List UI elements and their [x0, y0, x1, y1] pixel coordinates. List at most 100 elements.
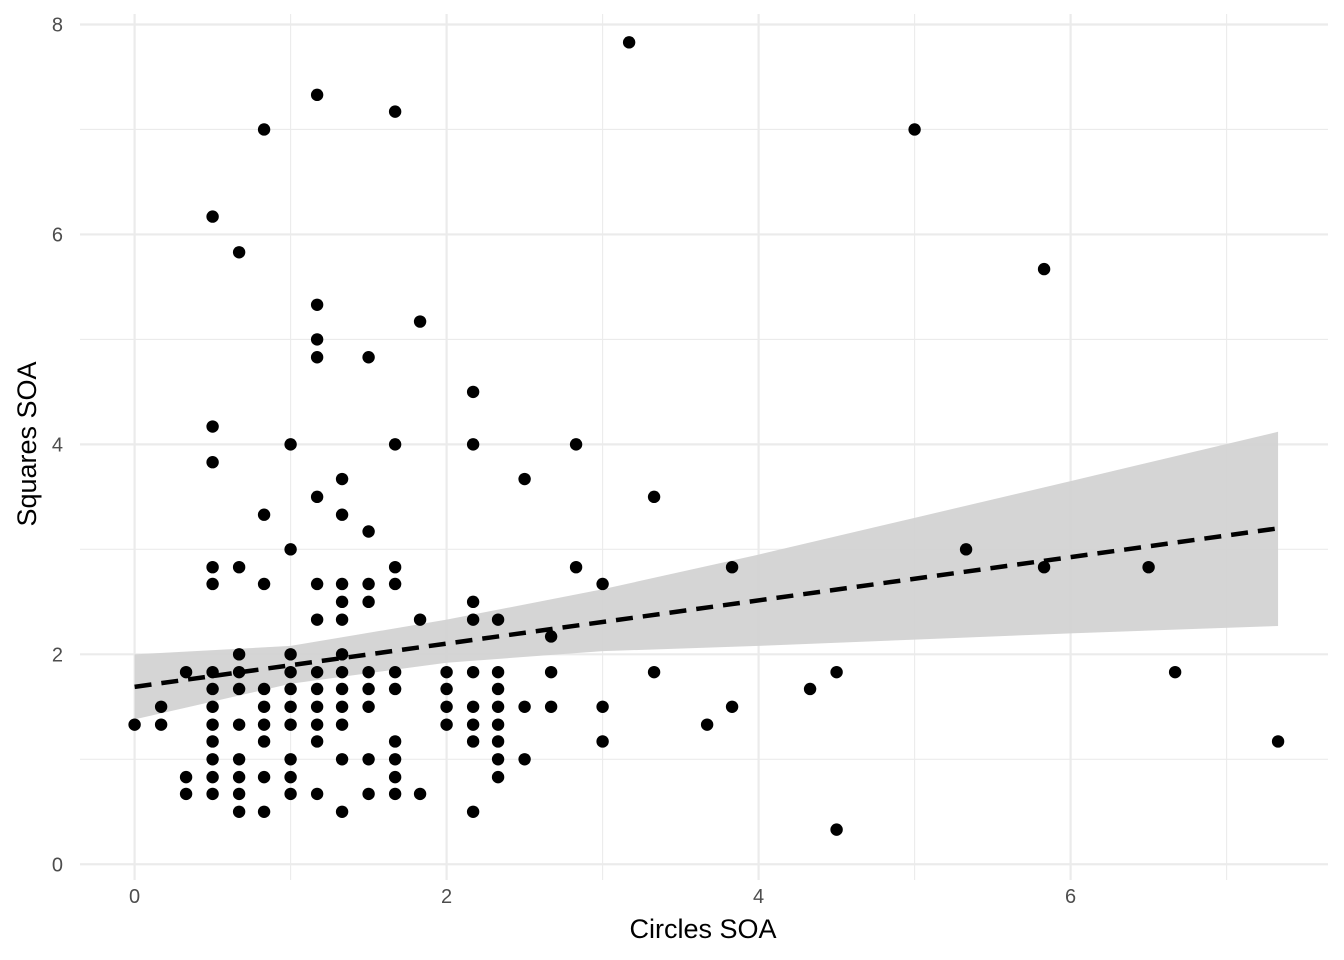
tick-labels: 0 2 4 6 0 2 4 6 8	[52, 14, 1076, 908]
data-point	[335, 595, 349, 609]
data-point	[257, 700, 271, 713]
y-tick-label: 2	[52, 644, 63, 666]
data-point	[413, 315, 427, 328]
data-point	[362, 577, 375, 591]
data-point	[284, 700, 297, 713]
data-point	[206, 735, 219, 748]
x-tick-label: 6	[1065, 886, 1076, 908]
data-point	[206, 577, 219, 591]
data-point	[232, 805, 246, 818]
x-tick-label: 0	[129, 886, 140, 908]
data-point	[335, 472, 349, 486]
data-point	[388, 665, 402, 679]
data-point	[466, 595, 480, 609]
data-point	[232, 753, 246, 766]
data-point	[232, 665, 246, 679]
data-point	[335, 700, 349, 713]
data-point	[206, 770, 219, 784]
confidence-band-area	[134, 431, 1279, 720]
data-point	[830, 823, 843, 836]
data-point	[232, 770, 246, 784]
data-point	[310, 682, 324, 696]
data-point	[362, 787, 375, 801]
data-point	[284, 718, 297, 731]
data-point	[206, 718, 219, 731]
data-point	[335, 718, 349, 731]
data-point	[388, 735, 402, 748]
data-point	[232, 787, 246, 801]
data-point	[284, 665, 297, 679]
minor-gridlines	[80, 14, 1328, 880]
data-point	[257, 123, 271, 136]
data-point	[388, 770, 402, 784]
data-point	[803, 682, 817, 696]
data-point	[491, 682, 505, 696]
data-point	[518, 700, 531, 713]
x-axis-title: Circles SOA	[629, 914, 776, 944]
data-point	[440, 718, 453, 731]
data-point	[257, 735, 271, 748]
data-point	[206, 456, 219, 469]
x-tick-label: 2	[441, 886, 452, 908]
data-point	[491, 770, 505, 784]
data-point	[284, 438, 297, 451]
data-point	[310, 298, 324, 311]
data-point	[206, 787, 219, 801]
data-point	[959, 543, 973, 556]
data-point	[466, 438, 480, 451]
data-point	[284, 543, 297, 556]
data-point	[310, 88, 324, 102]
data-point	[257, 770, 271, 784]
data-point	[908, 123, 921, 136]
y-tick-label: 6	[52, 224, 63, 246]
data-point	[179, 787, 193, 801]
data-point	[310, 787, 324, 801]
data-point	[310, 351, 324, 364]
data-point	[362, 665, 375, 679]
data-point	[310, 700, 324, 713]
data-point	[310, 718, 324, 731]
data-point	[569, 438, 583, 451]
data-point	[206, 682, 219, 696]
data-point	[257, 682, 271, 696]
data-point	[362, 595, 375, 609]
trend-line-path	[134, 526, 1279, 690]
data-point	[440, 700, 453, 713]
data-point	[569, 560, 583, 574]
data-point	[1142, 560, 1155, 574]
data-point	[388, 560, 402, 574]
data-point	[388, 753, 402, 766]
data-point	[284, 770, 297, 784]
data-point	[622, 36, 636, 49]
y-axis-title: Squares SOA	[12, 361, 42, 526]
data-point	[413, 613, 427, 626]
data-point	[232, 648, 246, 661]
data-point	[335, 508, 349, 521]
data-point	[491, 665, 505, 679]
y-tick-label: 4	[52, 434, 63, 456]
data-point	[440, 665, 453, 679]
data-point	[232, 718, 246, 731]
data-point	[1037, 262, 1051, 276]
data-point	[310, 333, 324, 346]
data-point	[491, 753, 505, 766]
data-point	[491, 718, 505, 731]
data-point	[466, 613, 480, 626]
data-point	[440, 682, 453, 696]
data-point	[518, 753, 531, 766]
data-point	[544, 630, 558, 643]
trend-line	[134, 526, 1279, 690]
data-point	[388, 577, 402, 591]
data-point	[284, 753, 297, 766]
data-point	[232, 246, 246, 259]
data-point	[596, 700, 609, 713]
data-point	[335, 753, 349, 766]
data-point	[284, 682, 297, 696]
y-tick-label: 8	[52, 14, 63, 36]
data-point	[700, 718, 714, 731]
data-point	[179, 770, 193, 784]
data-point	[388, 787, 402, 801]
data-point	[310, 735, 324, 748]
